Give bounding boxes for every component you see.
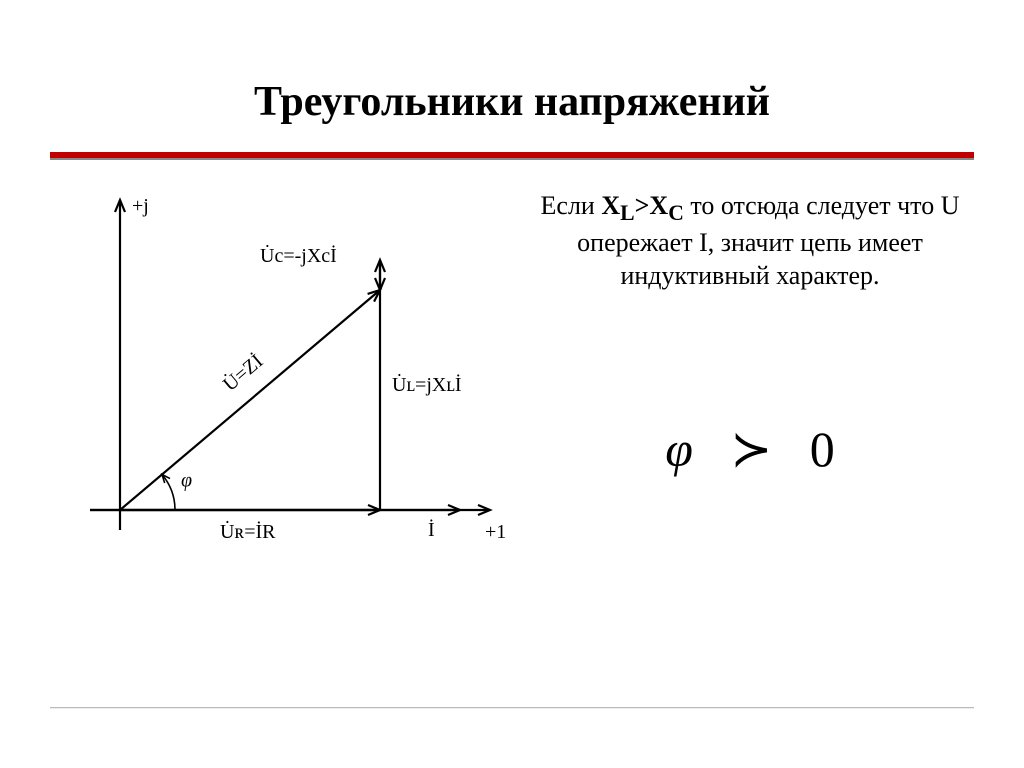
svg-text:İ: İ xyxy=(428,518,435,541)
content-area: +j +1 İ U̇ʀ=İR U̇ʟ=jXʟİ U̇c=-jXcİ U̇=Zİ φ Если … xyxy=(0,180,1024,700)
cond-lhs: X xyxy=(601,191,620,220)
cond-lhs-sub: L xyxy=(620,201,634,225)
title-rule xyxy=(50,152,974,160)
svg-text:U̇c=-jXcİ: U̇c=-jXcİ xyxy=(260,243,337,267)
svg-text:U̇=Zİ: U̇=Zİ xyxy=(218,349,267,396)
title-text: Треугольники напряжений xyxy=(254,79,770,125)
title-rule-shadow xyxy=(50,158,974,160)
cond-op: > xyxy=(635,191,650,220)
phi-op: ≻ xyxy=(730,421,772,477)
explain-prefix: Если xyxy=(541,191,602,220)
footer-rule-shadow xyxy=(50,708,974,709)
diagram-svg: +j +1 İ U̇ʀ=İR U̇ʟ=jXʟİ U̇c=-jXcİ U̇=Zİ φ xyxy=(60,180,520,580)
cond-rhs: X xyxy=(649,191,668,220)
explanation-text: Если XL>XC то отсюда следует что U опере… xyxy=(530,190,970,292)
phi-rhs: 0 xyxy=(810,421,835,477)
phi-formula: φ ≻ 0 xyxy=(600,420,900,478)
svg-text:U̇ʟ=jXʟİ: U̇ʟ=jXʟİ xyxy=(392,372,462,396)
svg-text:+1: +1 xyxy=(485,521,506,543)
cond-rhs-sub: C xyxy=(668,201,684,225)
svg-text:φ: φ xyxy=(181,470,192,492)
phi-symbol: φ xyxy=(665,421,693,477)
slide: Треугольники напряжений +j +1 İ U̇ʀ=İR U̇ʟ=j… xyxy=(0,0,1024,768)
page-title: Треугольники напряжений xyxy=(0,0,1024,126)
svg-text:+j: +j xyxy=(132,195,149,217)
svg-text:U̇ʀ=İR: U̇ʀ=İR xyxy=(220,519,276,543)
voltage-triangle-diagram: +j +1 İ U̇ʀ=İR U̇ʟ=jXʟİ U̇c=-jXcİ U̇=Zİ φ xyxy=(60,180,520,580)
